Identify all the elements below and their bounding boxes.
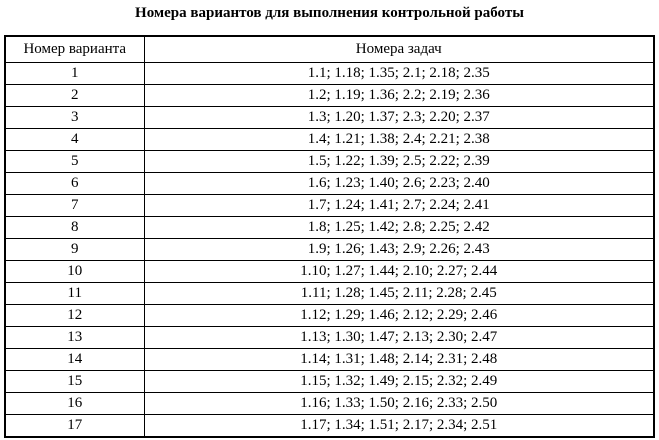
task-numbers-cell: 1.11; 1.28; 1.45; 2.11; 2.28; 2.45 [143,282,655,305]
task-numbers-cell: 1.6; 1.23; 1.40; 2.6; 2.23; 2.40 [143,172,655,195]
table-row: 3 1.3; 1.20; 1.37; 2.3; 2.20; 2.37 [4,106,655,129]
table-row: 15 1.15; 1.32; 1.49; 2.15; 2.32; 2.49 [4,370,655,393]
table-row: 8 1.8; 1.25; 1.42; 2.8; 2.25; 2.42 [4,216,655,239]
variant-number-cell: 5 [4,150,145,173]
table-row: 13 1.13; 1.30; 1.47; 2.13; 2.30; 2.47 [4,326,655,349]
table-row: 12 1.12; 1.29; 1.46; 2.12; 2.29; 2.46 [4,304,655,327]
variant-number-cell: 16 [4,392,145,415]
variant-number-cell: 11 [4,282,145,305]
variant-number-cell: 10 [4,260,145,283]
task-numbers-cell: 1.5; 1.22; 1.39; 2.5; 2.22; 2.39 [143,150,655,173]
task-numbers-cell: 1.16; 1.33; 1.50; 2.16; 2.33; 2.50 [143,392,655,415]
table-row: 1 1.1; 1.18; 1.35; 2.1; 2.18; 2.35 [4,62,655,85]
variant-number-cell: 7 [4,194,145,217]
task-numbers-cell: 1.15; 1.32; 1.49; 2.15; 2.32; 2.49 [143,370,655,393]
task-numbers-cell: 1.4; 1.21; 1.38; 2.4; 2.21; 2.38 [143,128,655,151]
table-row: 4 1.4; 1.21; 1.38; 2.4; 2.21; 2.38 [4,128,655,151]
task-numbers-cell: 1.7; 1.24; 1.41; 2.7; 2.24; 2.41 [143,194,655,217]
table-row: 14 1.14; 1.31; 1.48; 2.14; 2.31; 2.48 [4,348,655,371]
task-numbers-cell: 1.13; 1.30; 1.47; 2.13; 2.30; 2.47 [143,326,655,349]
task-numbers-cell: 1.3; 1.20; 1.37; 2.3; 2.20; 2.37 [143,106,655,129]
column-header-variant: Номер варианта [4,35,145,63]
page-title: Номера вариантов для выполнения контроль… [135,5,524,21]
task-numbers-cell: 1.8; 1.25; 1.42; 2.8; 2.25; 2.42 [143,216,655,239]
variants-table: Номер варианта Номера задач 1 1.1; 1.18;… [4,35,655,438]
table-row: 11 1.11; 1.28; 1.45; 2.11; 2.28; 2.45 [4,282,655,305]
variant-number-cell: 1 [4,62,145,85]
task-numbers-cell: 1.2; 1.19; 1.36; 2.2; 2.19; 2.36 [143,84,655,107]
task-numbers-cell: 1.1; 1.18; 1.35; 2.1; 2.18; 2.35 [143,62,655,85]
task-numbers-cell: 1.17; 1.34; 1.51; 2.17; 2.34; 2.51 [143,414,655,438]
table-header-row: Номер варианта Номера задач [4,35,655,63]
variant-number-cell: 15 [4,370,145,393]
variant-number-cell: 2 [4,84,145,107]
task-numbers-cell: 1.12; 1.29; 1.46; 2.12; 2.29; 2.46 [143,304,655,327]
table-row: 5 1.5; 1.22; 1.39; 2.5; 2.22; 2.39 [4,150,655,173]
variant-number-cell: 6 [4,172,145,195]
table-row: 16 1.16; 1.33; 1.50; 2.16; 2.33; 2.50 [4,392,655,415]
table-row: 2 1.2; 1.19; 1.36; 2.2; 2.19; 2.36 [4,84,655,107]
table-row: 17 1.17; 1.34; 1.51; 2.17; 2.34; 2.51 [4,414,655,438]
table-row: 7 1.7; 1.24; 1.41; 2.7; 2.24; 2.41 [4,194,655,217]
task-numbers-cell: 1.10; 1.27; 1.44; 2.10; 2.27; 2.44 [143,260,655,283]
variant-number-cell: 3 [4,106,145,129]
variant-number-cell: 13 [4,326,145,349]
variant-number-cell: 17 [4,414,145,438]
table-row: 9 1.9; 1.26; 1.43; 2.9; 2.26; 2.43 [4,238,655,261]
variant-number-cell: 4 [4,128,145,151]
column-header-tasks: Номера задач [143,35,655,63]
task-numbers-cell: 1.14; 1.31; 1.48; 2.14; 2.31; 2.48 [143,348,655,371]
table-row: 10 1.10; 1.27; 1.44; 2.10; 2.27; 2.44 [4,260,655,283]
task-numbers-cell: 1.9; 1.26; 1.43; 2.9; 2.26; 2.43 [143,238,655,261]
table-row: 6 1.6; 1.23; 1.40; 2.6; 2.23; 2.40 [4,172,655,195]
variant-number-cell: 14 [4,348,145,371]
variant-number-cell: 8 [4,216,145,239]
variant-number-cell: 12 [4,304,145,327]
variant-number-cell: 9 [4,238,145,261]
